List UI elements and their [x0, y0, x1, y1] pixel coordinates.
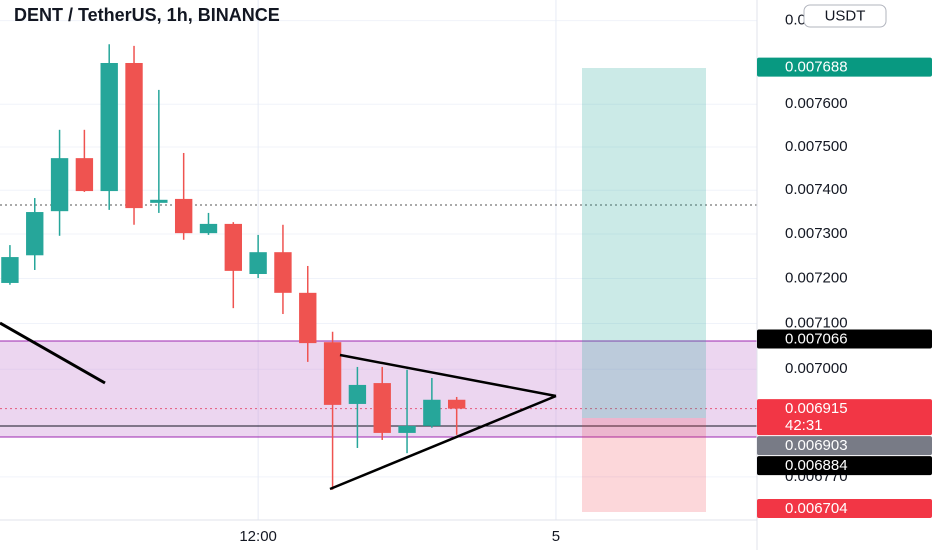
candle-body — [373, 383, 391, 433]
candle-body — [199, 223, 218, 234]
x-tick-label: 5 — [552, 528, 560, 545]
price-tag-label: 0.006884 — [785, 457, 848, 474]
chart-title: DENT / TetherUS, 1h, BINANCE — [14, 5, 280, 25]
candle-body — [125, 62, 143, 209]
triangle-line — [339, 353, 557, 398]
stop-zone — [582, 418, 706, 512]
triangle-line — [329, 394, 557, 491]
price-tag-label: 0.006915 — [785, 400, 848, 417]
candle-body — [100, 62, 118, 192]
price-tag — [757, 456, 932, 476]
candle-body — [348, 384, 367, 404]
candle-body — [447, 399, 466, 409]
candle-body — [1, 257, 19, 283]
price-tag — [757, 329, 932, 349]
price-tag-label: 0.007066 — [785, 330, 848, 347]
y-tick-label: 0.007400 — [785, 181, 848, 198]
x-tick-label: 12:00 — [239, 528, 277, 545]
y-tick-label: 0.007500 — [785, 138, 848, 155]
candle-body — [323, 342, 342, 405]
y-tick-label: 0.007600 — [785, 95, 848, 112]
candle-body — [274, 252, 292, 293]
price-tag — [757, 436, 932, 456]
y-tick-label: 0.007000 — [785, 360, 848, 377]
candle-body — [75, 158, 94, 192]
currency: USDT — [825, 7, 866, 24]
price-tag — [757, 57, 932, 77]
y-tick-label: 0.007100 — [785, 315, 848, 332]
candle-body — [150, 199, 168, 203]
trend-line — [0, 321, 106, 385]
candle-body — [224, 223, 242, 271]
candle-body — [249, 252, 267, 275]
countdown: 42:31 — [785, 417, 823, 434]
candle-body — [299, 292, 317, 344]
price-tag-label: 0.007688 — [785, 59, 848, 76]
candle-body — [423, 399, 441, 426]
candles — [1, 44, 466, 490]
candle-body — [174, 198, 193, 234]
candle-body — [26, 212, 44, 256]
candle-body — [50, 158, 69, 212]
y-tick-label: 0.007200 — [785, 269, 848, 286]
candle-body — [398, 425, 416, 433]
currency-badge[interactable] — [803, 4, 887, 28]
target-zone — [582, 68, 706, 418]
price-tag — [757, 498, 932, 518]
price-tag-label: 0.006903 — [785, 437, 848, 454]
price-tag — [757, 399, 932, 436]
price-tag-label: 0.006704 — [785, 500, 848, 517]
y-tick-label: 0.007300 — [785, 225, 848, 242]
